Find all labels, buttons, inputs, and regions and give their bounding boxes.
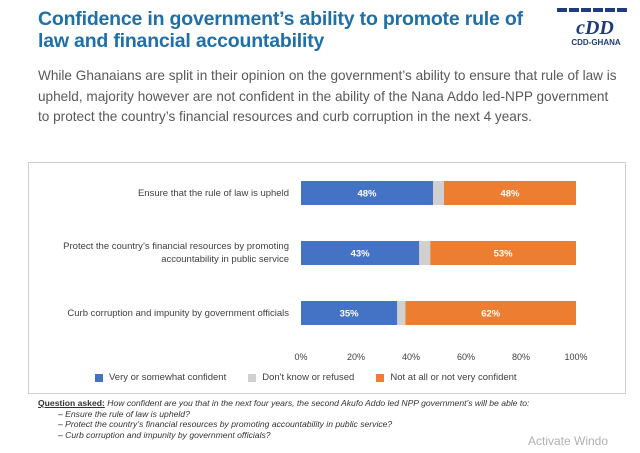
data-label-not-confident-3: 62% xyxy=(481,309,501,320)
category-label-2: Protect the country’s financial resource… xyxy=(63,241,289,265)
data-label-not-confident-2: 53% xyxy=(494,249,514,260)
cdd-logo-icon: cDD xyxy=(557,8,627,39)
bar-confident-3 xyxy=(301,301,398,325)
data-label-confident-1: 48% xyxy=(357,189,377,200)
intro-paragraph: While Ghanaians are split in their opini… xyxy=(38,68,617,124)
x-tick-100pct: 100% xyxy=(564,352,588,362)
question-items: Ensure the rule of law is upheld? Protec… xyxy=(38,409,628,441)
legend-swatch-confident xyxy=(95,373,103,382)
bar-dont-know-1 xyxy=(433,181,444,205)
question-item: Curb corruption and impunity by governme… xyxy=(58,430,628,441)
bar-confident-2 xyxy=(301,241,420,265)
legend-label-not-confident: Not at all or not very confident xyxy=(390,372,517,383)
legend-item-not-confident: Not at all or not very confident xyxy=(376,372,517,383)
x-tick-60pct: 60% xyxy=(456,352,476,362)
x-tick-20pct: 20% xyxy=(346,352,366,362)
activate-windows-watermark: Activate Windo xyxy=(528,434,609,448)
category-label-3: Curb corruption and impunity by governme… xyxy=(67,307,289,319)
question-asked: Question asked: How confident are you th… xyxy=(38,398,628,440)
x-tick-0pct: 0% xyxy=(294,352,308,362)
x-tick-80pct: 80% xyxy=(511,352,531,362)
legend-swatch-not-confident xyxy=(376,373,385,382)
bar-not-confident-1 xyxy=(444,181,576,205)
legend-label-confident: Very or somewhat confident xyxy=(109,372,227,383)
legend-item-dont-know: Don't know or refused xyxy=(248,372,354,383)
bar-dont-know-3 xyxy=(397,301,406,325)
legend-swatch-dont-know xyxy=(248,373,257,382)
logo-text: CDD-GHANA xyxy=(571,38,621,47)
data-label-confident-2: 43% xyxy=(351,249,371,260)
stacked-bar-chart: 48% 48% 43% 53% 35% 62% xyxy=(301,181,576,325)
bar-confident-1 xyxy=(301,181,433,205)
chart-area: 48% 48% 43% 53% 35% 62% Ensure that the rule … xyxy=(28,162,626,394)
bar-dont-know-2 xyxy=(419,241,431,265)
data-label-confident-3: 35% xyxy=(340,309,360,320)
question-item: Protect the country’s financial resource… xyxy=(58,419,628,430)
data-label-not-confident-1: 48% xyxy=(500,189,520,200)
legend-label-dont-know: Don't know or refused xyxy=(262,372,355,383)
x-tick-40pct: 40% xyxy=(401,352,421,362)
question-item: Ensure the rule of law is upheld? xyxy=(58,409,628,420)
question-text: How confident are you that in the next f… xyxy=(107,398,530,408)
slide-title: Confidence in government’s ability to pr… xyxy=(38,8,523,52)
chart-legend: Very or somewhat confident Don't know or… xyxy=(95,372,517,383)
bar-not-confident-3 xyxy=(405,301,576,325)
logo-glyph: cDD xyxy=(576,17,614,39)
question-label: Question asked: xyxy=(38,398,105,408)
legend-item-confident: Very or somewhat confident xyxy=(95,372,226,383)
bar-not-confident-2 xyxy=(430,241,576,265)
category-label-1: Ensure that the rule of law is upheld xyxy=(137,187,289,199)
